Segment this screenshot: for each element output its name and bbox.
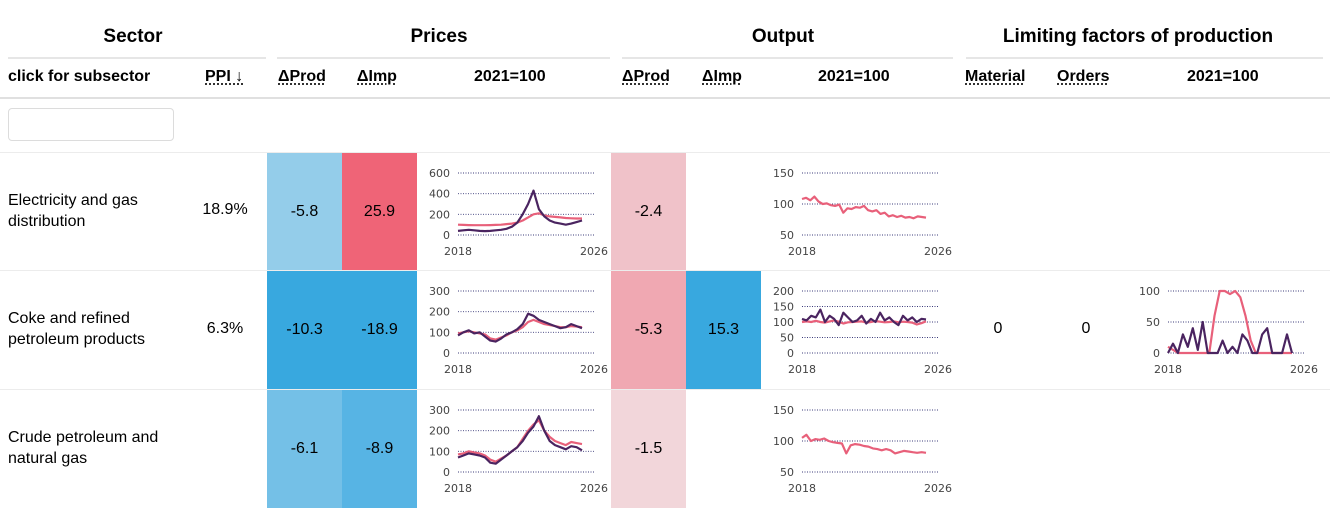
row-divider	[0, 270, 1330, 271]
y-tick-label: 200	[773, 285, 794, 298]
y-tick-label: 400	[429, 188, 450, 201]
x-tick-label-end: 2026	[580, 482, 608, 495]
series-line	[457, 318, 583, 341]
y-tick-label: 0	[443, 229, 450, 242]
y-tick-label: 50	[1146, 316, 1160, 329]
x-tick-label-start: 2018	[444, 245, 472, 258]
prices-dprod-cell-electricity: -5.8	[267, 153, 342, 270]
col-header-limiting-index: 2021=100	[1187, 68, 1259, 85]
y-tick-label: 150	[773, 167, 794, 180]
sector-name-crude[interactable]: Crude petroleum and natural gas	[8, 429, 159, 467]
x-tick-label-start: 2018	[1154, 363, 1182, 376]
y-tick-label: 100	[773, 435, 794, 448]
y-tick-label: 50	[780, 466, 794, 479]
series-line	[801, 195, 927, 220]
series-line	[801, 433, 927, 455]
prices-dprod-cell-crude: -6.1	[267, 390, 342, 508]
prices-sparkline-coke: 300 200 100 0 2018 2026	[429, 285, 608, 376]
y-tick-label: 100	[1139, 285, 1160, 298]
prices-sparkline-crude: 300 200 100 0 2018 2026	[429, 404, 608, 495]
x-tick-label-end: 2026	[924, 363, 952, 376]
orders-value-coke: 0	[1081, 320, 1091, 337]
output-sparkline-electricity: 150 100 50 2018 2026	[773, 167, 952, 258]
x-tick-label-start: 2018	[444, 482, 472, 495]
prices-dimp-cell-coke: -18.9	[342, 271, 417, 389]
output-sparkline-crude: 150 100 50 2018 2026	[773, 404, 952, 495]
col-header-material[interactable]: Material	[965, 68, 1026, 85]
series-line	[801, 319, 927, 326]
y-tick-label: 200	[429, 208, 450, 221]
group-header-prices: Prices	[410, 26, 468, 47]
output-dprod-cell-coke: -5.3	[611, 271, 686, 389]
y-tick-label: 100	[773, 198, 794, 211]
series-line	[457, 312, 583, 343]
group-header-sector: Sector	[103, 26, 163, 47]
output-dprod-cell-electricity: -2.4	[611, 153, 686, 270]
group-header-limiting: Limiting factors of production	[1002, 26, 1274, 47]
y-tick-label: 200	[429, 425, 450, 438]
y-tick-label: 50	[780, 229, 794, 242]
group-underline-output	[622, 57, 953, 59]
col-header-output-dimp[interactable]: ΔImp	[702, 68, 742, 85]
series-line	[457, 189, 583, 233]
x-tick-label-start: 2018	[788, 245, 816, 258]
limiting-sparkline-coke: 100 50 0 2018 2026	[1139, 285, 1318, 376]
y-tick-label: 100	[429, 326, 450, 339]
series-line	[801, 308, 927, 327]
y-tick-label: 100	[429, 445, 450, 458]
x-tick-label-start: 2018	[788, 363, 816, 376]
group-underline-limiting	[966, 57, 1323, 59]
col-header-prices-dimp[interactable]: ΔImp	[357, 68, 397, 85]
col-header-output-dprod[interactable]: ΔProd	[622, 68, 670, 85]
col-header-ppi[interactable]: PPI ↓	[205, 68, 244, 85]
header-divider	[0, 97, 1330, 99]
group-underline-prices	[277, 57, 610, 59]
col-header-output-index: 2021=100	[818, 68, 890, 85]
y-tick-label: 100	[773, 316, 794, 329]
output-dimp-cell-coke: 15.3	[686, 271, 761, 389]
y-tick-label: 150	[773, 404, 794, 417]
prices-dimp-cell-crude: -8.9	[342, 390, 417, 508]
series-line	[457, 212, 582, 227]
prices-dprod-cell-coke: -10.3	[267, 271, 342, 389]
x-tick-label-end: 2026	[580, 363, 608, 376]
y-tick-label: 600	[429, 167, 450, 180]
series-line	[457, 415, 583, 465]
series-line	[1167, 320, 1294, 355]
row-divider	[0, 152, 1330, 153]
group-underline-sector	[8, 57, 266, 59]
x-tick-label-end: 2026	[580, 245, 608, 258]
col-header-subsector: click for subsector	[8, 68, 151, 85]
row-divider	[0, 389, 1330, 390]
y-tick-label: 0	[443, 347, 450, 360]
y-tick-label: 0	[443, 466, 450, 479]
prices-sparkline-electricity: 600 400 200 0 2018 2026	[429, 167, 608, 258]
output-sparkline-coke: 200 150 100 50 0 2018 2026	[773, 285, 952, 376]
x-tick-label-end: 2026	[924, 245, 952, 258]
col-header-prices-index: 2021=100	[474, 68, 546, 85]
output-dprod-cell-crude: -1.5	[611, 390, 686, 508]
y-tick-label: 300	[429, 404, 450, 417]
x-tick-label-end: 2026	[1290, 363, 1318, 376]
x-tick-label-start: 2018	[444, 363, 472, 376]
y-tick-label: 150	[773, 301, 794, 314]
group-header-output: Output	[751, 26, 815, 47]
y-tick-label: 50	[780, 332, 794, 345]
y-tick-label: 0	[787, 347, 794, 360]
y-tick-label: 0	[1153, 347, 1160, 360]
col-header-prices-dprod[interactable]: ΔProd	[278, 68, 326, 85]
col-header-orders[interactable]: Orders	[1057, 68, 1110, 85]
x-tick-label-end: 2026	[924, 482, 952, 495]
prices-dimp-cell-electricity: 25.9	[342, 153, 417, 270]
sector-name-electricity[interactable]: Electricity and gas distribution	[8, 192, 138, 230]
y-tick-label: 200	[429, 306, 450, 319]
x-tick-label-start: 2018	[788, 482, 816, 495]
subsector-filter-input[interactable]	[8, 108, 174, 141]
sector-name-coke[interactable]: Coke and refined petroleum products	[8, 310, 145, 348]
y-tick-label: 300	[429, 285, 450, 298]
material-value-coke: 0	[993, 320, 1003, 337]
ppi-value-electricity: 18.9%	[202, 201, 248, 218]
ppi-value-coke: 6.3%	[206, 320, 244, 337]
